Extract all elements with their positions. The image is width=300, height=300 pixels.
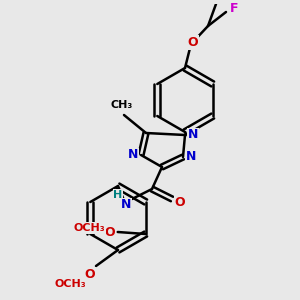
Text: OCH₃: OCH₃ — [74, 223, 106, 233]
Text: F: F — [230, 2, 238, 14]
Text: O: O — [85, 268, 95, 281]
Text: N: N — [121, 199, 131, 212]
Text: O: O — [175, 196, 185, 209]
Text: N: N — [186, 151, 196, 164]
Text: CH₃: CH₃ — [111, 100, 133, 110]
Text: O: O — [188, 35, 198, 49]
Text: O: O — [104, 226, 115, 238]
Text: N: N — [128, 148, 138, 161]
Text: H: H — [113, 190, 123, 200]
Text: OCH₃: OCH₃ — [54, 279, 86, 289]
Text: N: N — [188, 128, 198, 142]
Text: F: F — [214, 0, 222, 2]
